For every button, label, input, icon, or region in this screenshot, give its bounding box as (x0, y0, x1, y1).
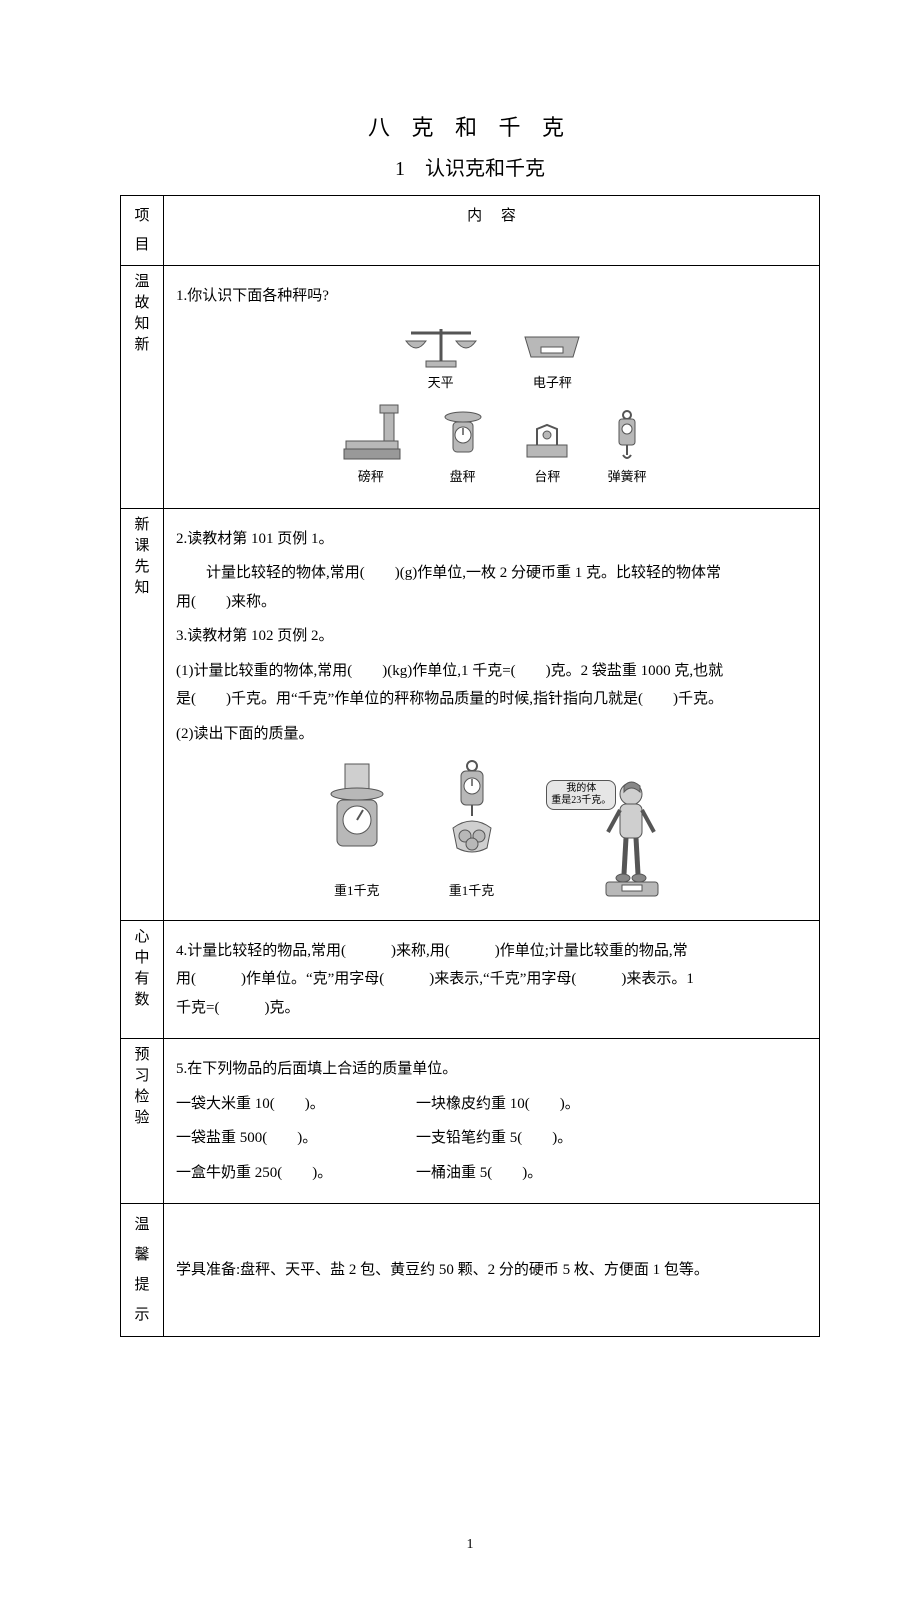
row-label-2-text: 新课先知 (129, 515, 155, 599)
q5-l2a: 一袋盐重 500( )。 (176, 1124, 416, 1153)
page-number: 1 (120, 1537, 820, 1553)
scale-bangcheng: 磅秤 (336, 403, 406, 490)
weigh-caption-a: 重1千克 (317, 879, 397, 904)
section-title: 1 认识克和千克 (120, 152, 820, 181)
scales-figure: 天平 电子秤 (176, 317, 807, 494)
q5-row2: 一袋盐重 500( )。 一支铅笔约重 5( )。 (176, 1124, 807, 1153)
table-row: 温故知新 1.你认识下面各种秤吗? (121, 266, 820, 509)
scale-pancheng: 盘秤 (438, 407, 488, 490)
q5-row3: 一盒牛奶重 250( )。 一桶油重 5( )。 (176, 1159, 807, 1188)
row4-content: 5.在下列物品的后面填上合适的质量单位。 一袋大米重 10( )。 一块橡皮约重… (164, 1039, 820, 1204)
header-col2: 内 容 (164, 196, 820, 266)
weigh-item-boy: 我的体 重是23千克。 (546, 774, 666, 904)
balance-icon (396, 321, 486, 369)
scale-taicheng-label: 台秤 (534, 469, 560, 484)
row-label-5b: 提示 (129, 1270, 155, 1330)
scale-dianzicheng: 电子秤 (517, 327, 587, 396)
row-label-1-text: 温故知新 (129, 272, 155, 356)
q3-p1-a: (1)计量比较重的物体,常用( )(kg)作单位,1 千克=( )克。2 袋盐重… (176, 657, 807, 686)
table-row: 心中有数 4.计量比较轻的物品,常用( )来称,用( )作单位;计量比较重的物品… (121, 920, 820, 1039)
scale-bangcheng-label: 磅秤 (358, 469, 384, 484)
table-header-row: 项目 内 容 (121, 196, 820, 266)
row3-content: 4.计量比较轻的物品,常用( )来称,用( )作单位;计量比较重的物品,常 用(… (164, 920, 820, 1039)
q5-l2b: 一支铅笔约重 5( )。 (416, 1124, 807, 1153)
spring-scale-icon (607, 409, 647, 463)
spring-scale-apples-icon (437, 758, 507, 868)
weighing-figure: 重1千克 (176, 758, 807, 903)
scale-tanhuangcheng-label: 弹簧秤 (608, 469, 647, 484)
row-label-4: 预习检验 (121, 1039, 164, 1204)
table-row: 温馨 提示 学具准备:盘秤、天平、盐 2 包、黄豆约 50 颗、2 分的硬币 5… (121, 1204, 820, 1337)
dial-scale-salt-icon (317, 758, 397, 868)
table-row: 新课先知 2.读教材第 101 页例 1。 计量比较轻的物体,常用( )(g)作… (121, 508, 820, 920)
dial-scale-icon (438, 407, 488, 463)
scale-pancheng-label: 盘秤 (450, 469, 476, 484)
q3-p1-b: 是( )千克。用“千克”作单位的秤称物品质量的时候,指针指向几就是( )千克。 (176, 685, 807, 714)
header-col2-a: 内 (467, 208, 482, 224)
header-col2-b: 容 (501, 208, 516, 224)
row2-content: 2.读教材第 101 页例 1。 计量比较轻的物体,常用( )(g)作单位,一枚… (164, 508, 820, 920)
q2-body-b: 用( )来称。 (176, 588, 807, 617)
table-row: 预习检验 5.在下列物品的后面填上合适的质量单位。 一袋大米重 10( )。 一… (121, 1039, 820, 1204)
header-col1: 项目 (121, 196, 164, 266)
scale-dianzicheng-label: 电子秤 (533, 375, 572, 390)
q4-c: 千克=( )克。 (176, 994, 807, 1023)
row-label-3-text: 心中有数 (129, 927, 155, 1011)
chapter-title: 八 克 和 千 克 (120, 110, 820, 142)
q2-body-a: 计量比较轻的物体,常用( )(g)作单位,一枚 2 分硬币重 1 克。比较轻的物… (176, 559, 807, 588)
scale-taicheng: 台秤 (519, 419, 575, 490)
q1-lead: 1.你认识下面各种秤吗? (176, 282, 807, 311)
row-label-1: 温故知新 (121, 266, 164, 509)
q5-l3b: 一桶油重 5( )。 (416, 1159, 807, 1188)
q5-l3a: 一盒牛奶重 250( )。 (176, 1159, 416, 1188)
worksheet-table: 项目 内 容 温故知新 1.你认识下面各种秤吗? (120, 195, 820, 1337)
scale-tianping: 天平 (396, 321, 486, 396)
row-label-4-text: 预习检验 (129, 1045, 155, 1129)
q5-l1b: 一块橡皮约重 10( )。 (416, 1090, 807, 1119)
q3-p2: (2)读出下面的质量。 (176, 720, 807, 749)
row-label-5: 温馨 提示 (121, 1204, 164, 1337)
tip-text: 学具准备:盘秤、天平、盐 2 包、黄豆约 50 颗、2 分的硬币 5 枚、方便面… (176, 1256, 807, 1285)
weigh-item-salt: 重1千克 (317, 758, 397, 903)
platform-scale-icon (336, 403, 406, 463)
q3-lead: 3.读教材第 102 页例 2。 (176, 622, 807, 651)
row-label-3: 心中有数 (121, 920, 164, 1039)
q5-row1: 一袋大米重 10( )。 一块橡皮约重 10( )。 (176, 1090, 807, 1119)
row5-content: 学具准备:盘秤、天平、盐 2 包、黄豆约 50 颗、2 分的硬币 5 枚、方便面… (164, 1204, 820, 1337)
row-label-2: 新课先知 (121, 508, 164, 920)
electronic-scale-icon (517, 327, 587, 369)
row-label-5a: 温馨 (129, 1210, 155, 1270)
scale-tanhuangcheng: 弹簧秤 (607, 409, 647, 490)
q5-l1a: 一袋大米重 10( )。 (176, 1090, 416, 1119)
q5-lead: 5.在下列物品的后面填上合适的质量单位。 (176, 1055, 807, 1084)
q4-b: 用( )作单位。“克”用字母( )来表示,“千克”用字母( )来表示。1 (176, 965, 807, 994)
row1-content: 1.你认识下面各种秤吗? 天平 (164, 266, 820, 509)
q4-a: 4.计量比较轻的物品,常用( )来称,用( )作单位;计量比较重的物品,常 (176, 937, 807, 966)
weigh-caption-b: 重1千克 (437, 879, 507, 904)
boy-on-scale-icon (546, 774, 666, 904)
scale-tianping-label: 天平 (428, 375, 454, 390)
weigh-item-apples: 重1千克 (437, 758, 507, 903)
bench-scale-icon (519, 419, 575, 463)
q2-lead: 2.读教材第 101 页例 1。 (176, 525, 807, 554)
